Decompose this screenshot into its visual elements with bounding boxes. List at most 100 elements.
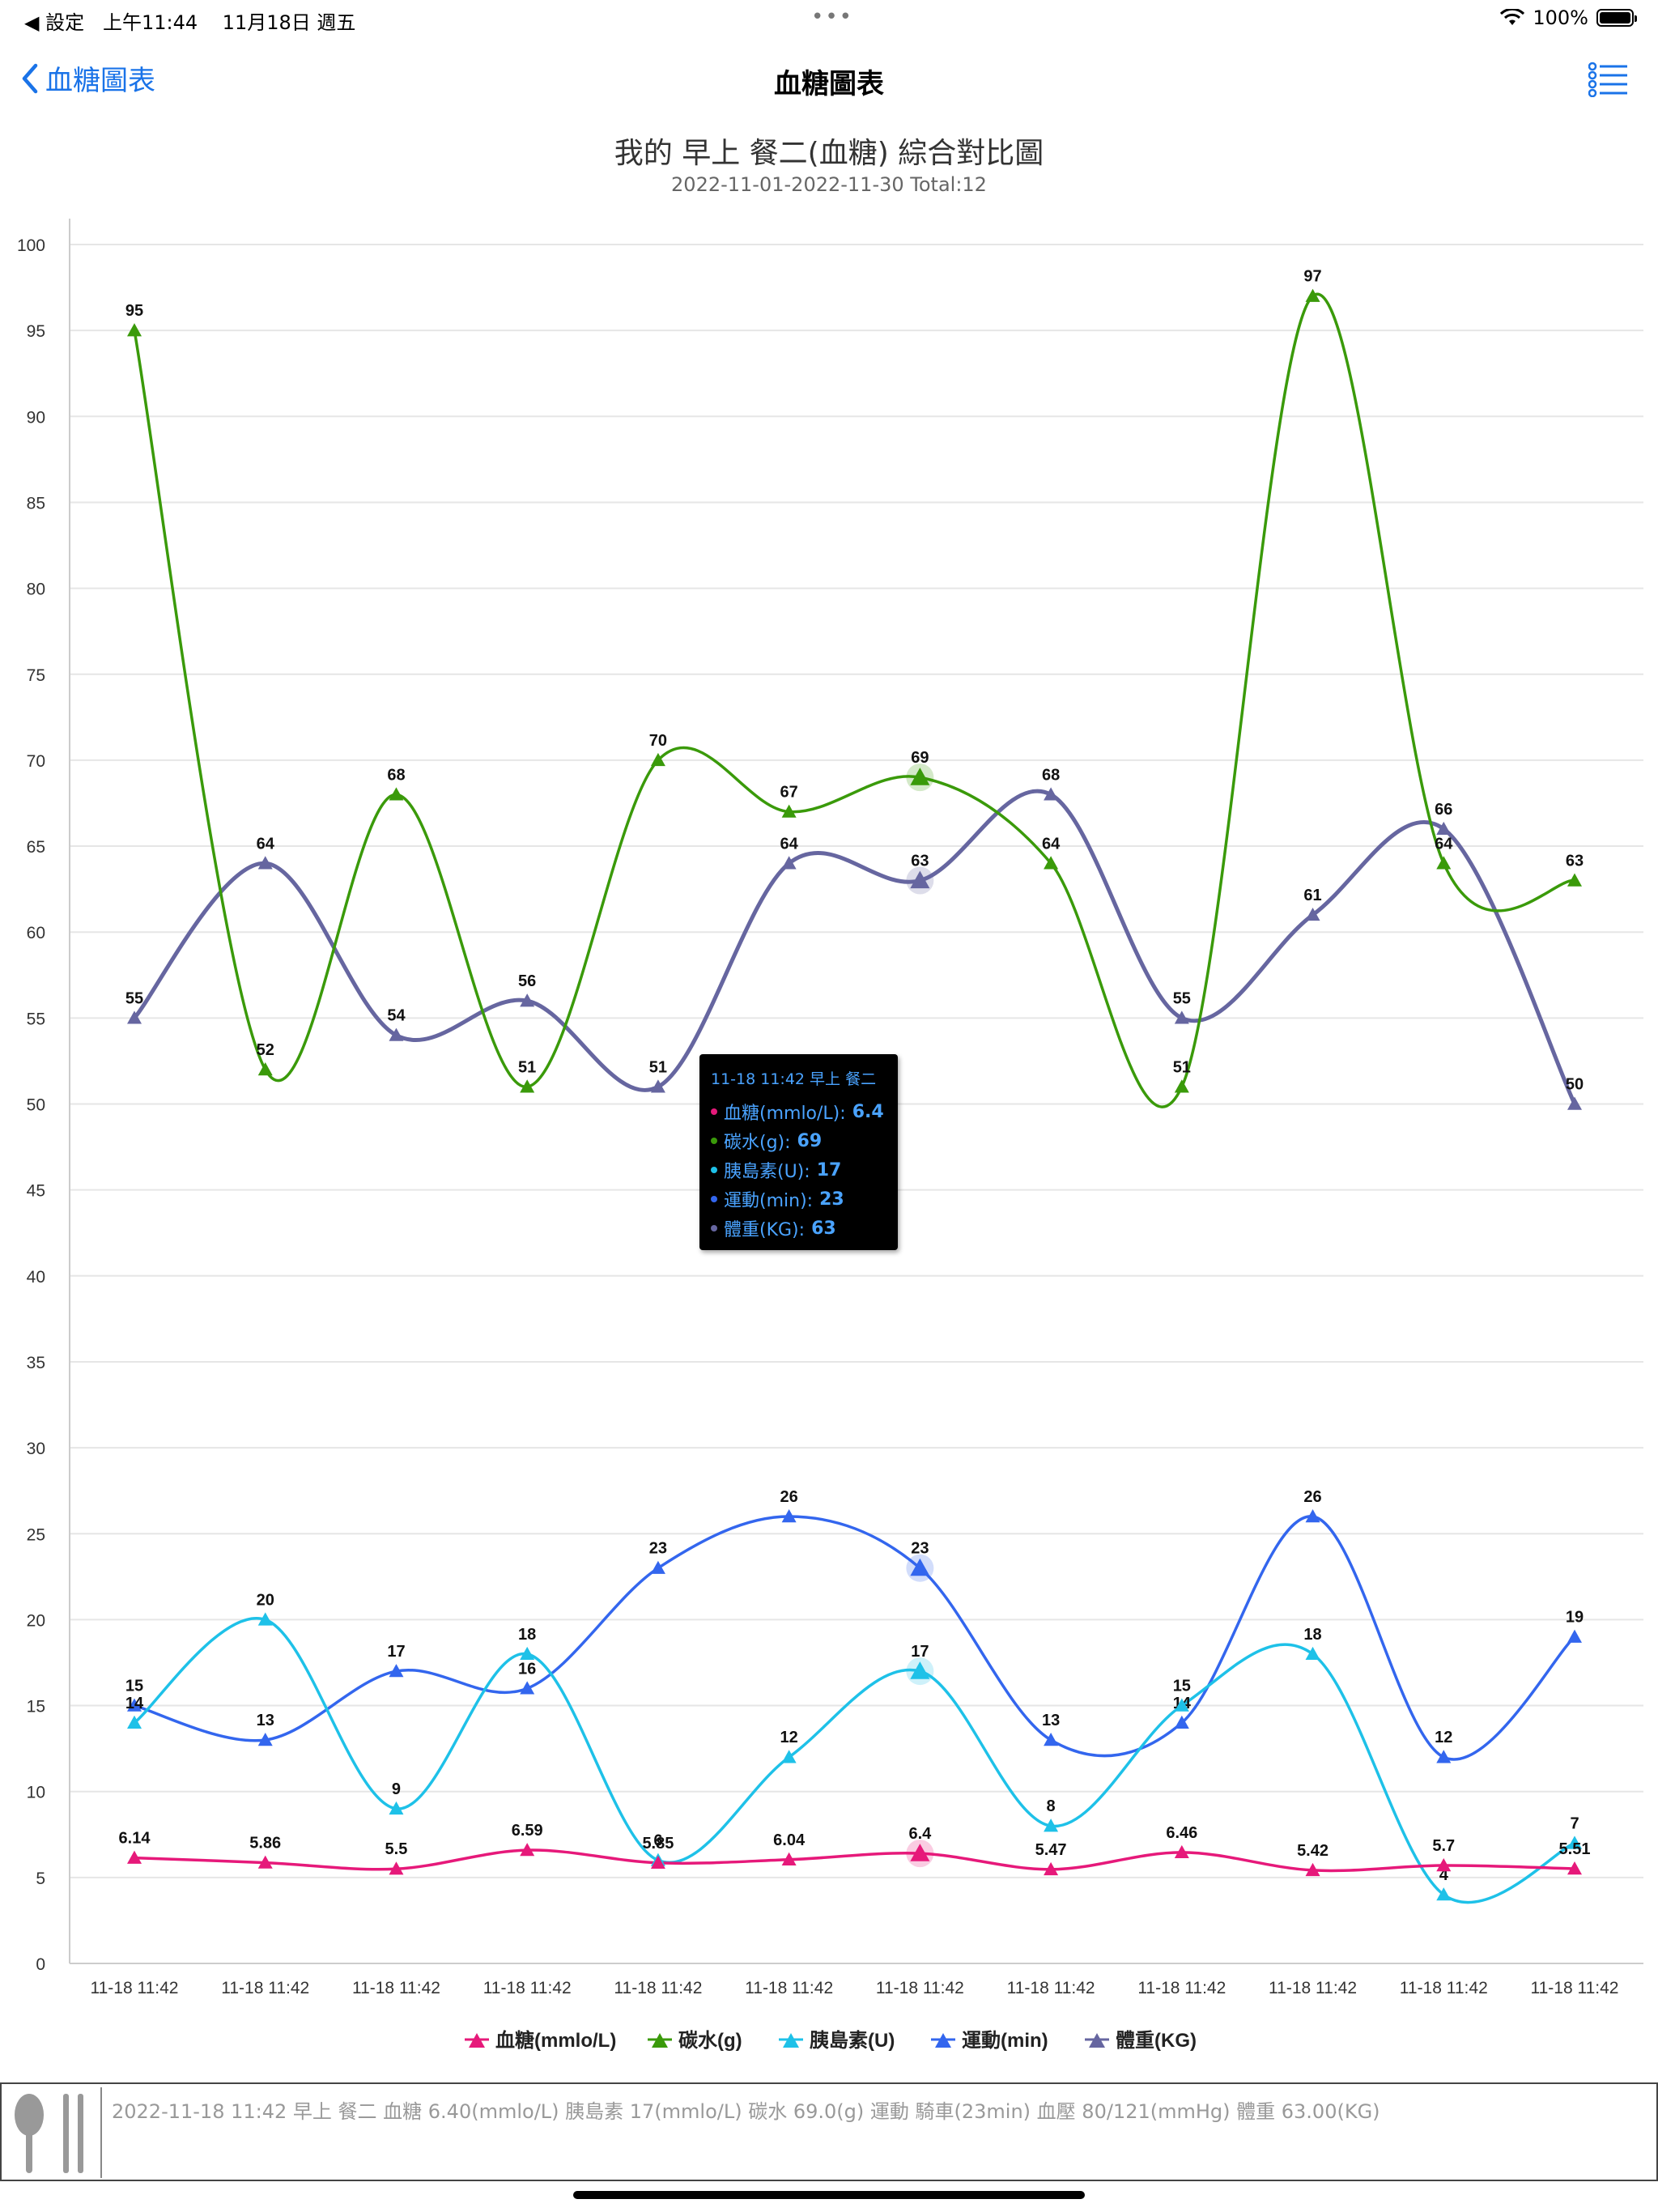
multitask-dots-icon[interactable]: ••• bbox=[811, 5, 854, 29]
data-point-marker bbox=[910, 1558, 930, 1576]
data-label: 15 bbox=[125, 1678, 143, 1695]
data-label: 7 bbox=[1570, 1814, 1579, 1832]
y-tick-label: 25 bbox=[27, 1525, 45, 1544]
series-dot-icon bbox=[711, 1225, 717, 1231]
data-label: 50 bbox=[1566, 1076, 1584, 1094]
data-label: 20 bbox=[257, 1591, 274, 1609]
data-label: 51 bbox=[518, 1058, 536, 1076]
status-right: 100% bbox=[1500, 6, 1637, 29]
legend-marker-icon bbox=[783, 2033, 799, 2048]
data-label: 14 bbox=[125, 1695, 144, 1712]
data-label: 12 bbox=[1435, 1729, 1452, 1746]
data-point-marker bbox=[910, 1661, 930, 1679]
data-point-marker bbox=[910, 768, 930, 785]
chevron-left-icon bbox=[22, 63, 38, 93]
data-point-marker bbox=[127, 1715, 142, 1729]
list-menu-icon[interactable] bbox=[1588, 62, 1629, 97]
data-point-marker bbox=[127, 323, 142, 337]
y-tick-label: 80 bbox=[27, 581, 45, 599]
data-label: 6.04 bbox=[773, 1831, 806, 1849]
data-label: 23 bbox=[649, 1540, 667, 1558]
data-label: 69 bbox=[911, 749, 929, 767]
x-tick-label: 11-18 11:42 bbox=[745, 1979, 833, 1997]
x-tick-label: 11-18 11:42 bbox=[483, 1979, 572, 1997]
y-tick-label: 0 bbox=[36, 1955, 45, 1974]
wifi-icon bbox=[1500, 9, 1525, 25]
data-point-marker bbox=[1174, 1698, 1189, 1712]
battery-icon bbox=[1596, 9, 1637, 27]
data-label: 18 bbox=[518, 1626, 536, 1644]
data-label: 64 bbox=[1042, 835, 1061, 853]
series-line bbox=[133, 292, 1575, 1108]
data-point-marker bbox=[1305, 1509, 1320, 1523]
data-point-marker bbox=[1436, 1857, 1452, 1872]
data-label: 64 bbox=[1435, 835, 1453, 853]
data-label: 64 bbox=[780, 835, 799, 853]
data-point-marker bbox=[1567, 1096, 1582, 1110]
data-point-marker bbox=[1567, 1836, 1582, 1849]
y-tick-label: 100 bbox=[17, 236, 45, 255]
data-label: 63 bbox=[911, 853, 929, 870]
data-label: 54 bbox=[387, 1007, 406, 1025]
y-tick-label: 75 bbox=[27, 666, 45, 685]
x-tick-label: 11-18 11:42 bbox=[876, 1979, 964, 1997]
data-label: 97 bbox=[1303, 268, 1321, 286]
data-label: 12 bbox=[780, 1729, 798, 1746]
data-point-marker bbox=[389, 1861, 404, 1875]
back-to-app-link[interactable]: ◀ 設定 bbox=[24, 11, 85, 34]
y-tick-label: 70 bbox=[27, 752, 45, 771]
combined-line-chart[interactable]: 0 5 10 15 20 25 30 35 40 45 50 55 60 65 70 75 80 85 90 95 10… bbox=[0, 202, 1658, 2073]
back-button[interactable]: 血糖圖表 bbox=[19, 58, 155, 98]
data-point-marker bbox=[389, 787, 404, 801]
data-label: 64 bbox=[257, 835, 275, 853]
series-line bbox=[134, 1848, 1575, 1873]
legend-marker-icon bbox=[652, 2033, 668, 2048]
tooltip-label: 體重(KG): bbox=[724, 1220, 806, 1240]
legend-label: 碳水(g) bbox=[678, 2030, 742, 2052]
record-summary-bar[interactable]: 2022-11-18 11:42 早上 餐二 血糖 6.40(mmlo/L) 胰… bbox=[0, 2082, 1658, 2181]
tooltip-value: 23 bbox=[819, 1189, 844, 1210]
y-tick-label: 85 bbox=[27, 494, 45, 513]
tooltip-row: 碳水(g): 69 bbox=[711, 1126, 898, 1155]
data-point-marker bbox=[520, 1646, 535, 1661]
page-title: 血糖圖表 bbox=[774, 68, 884, 100]
data-point-marker bbox=[1436, 821, 1452, 836]
legend-marker-icon bbox=[1089, 2033, 1105, 2048]
data-label: 66 bbox=[1435, 801, 1452, 819]
data-label: 23 bbox=[911, 1540, 929, 1558]
data-point-marker bbox=[781, 1750, 797, 1763]
data-point-marker bbox=[1567, 873, 1582, 887]
data-point-marker bbox=[127, 1010, 142, 1024]
legend-label: 胰島素(U) bbox=[810, 2029, 895, 2052]
data-label: 16 bbox=[518, 1660, 536, 1678]
tooltip-label: 運動(min): bbox=[724, 1191, 814, 1211]
home-indicator[interactable] bbox=[573, 2191, 1085, 2199]
data-point-marker bbox=[650, 752, 665, 767]
data-point-marker bbox=[127, 1698, 142, 1712]
data-point-marker bbox=[781, 804, 797, 818]
data-label: 5.7 bbox=[1432, 1837, 1455, 1855]
tooltip-label: 碳水(g): bbox=[724, 1133, 791, 1153]
data-label: 51 bbox=[649, 1058, 667, 1076]
tooltip-value: 17 bbox=[816, 1159, 842, 1180]
y-tick-label: 95 bbox=[27, 322, 45, 341]
data-label: 68 bbox=[387, 766, 405, 784]
data-label: 70 bbox=[649, 732, 667, 750]
x-tick-label: 11-18 11:42 bbox=[91, 1979, 179, 1997]
tooltip-value: 6.4 bbox=[852, 1101, 884, 1122]
data-point-marker bbox=[1174, 1844, 1189, 1859]
data-point-marker bbox=[389, 1027, 404, 1041]
data-label: 6.14 bbox=[119, 1830, 151, 1848]
back-button-label: 血糖圖表 bbox=[45, 65, 155, 97]
data-label: 6.4 bbox=[908, 1825, 932, 1843]
data-label: 55 bbox=[1173, 989, 1191, 1007]
data-label: 26 bbox=[780, 1488, 798, 1506]
x-tick-label: 11-18 11:42 bbox=[1531, 1979, 1619, 1997]
data-point-marker bbox=[1436, 1887, 1452, 1901]
data-point-marker bbox=[520, 993, 535, 1007]
data-point-marker bbox=[257, 1855, 273, 1869]
data-label: 5.5 bbox=[385, 1840, 408, 1858]
data-label: 68 bbox=[1042, 766, 1060, 784]
battery-percent: 100% bbox=[1533, 6, 1588, 29]
data-point-marker bbox=[1436, 1750, 1452, 1763]
